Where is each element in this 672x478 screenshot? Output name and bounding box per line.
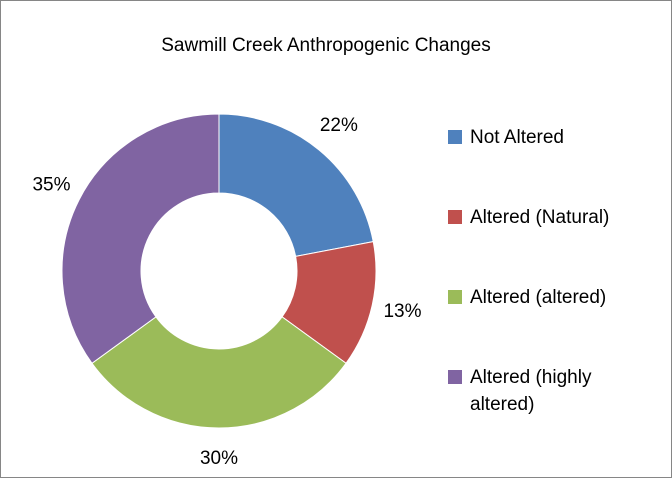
legend-label: Altered (Natural): [470, 207, 610, 228]
legend-swatch: [448, 370, 462, 384]
legend-item: Altered (highly altered): [448, 364, 648, 418]
slice: [91, 316, 347, 429]
data-label: 22%: [320, 115, 358, 136]
legend-label: Altered (altered): [470, 287, 607, 308]
data-label: 30%: [200, 448, 238, 469]
legend-swatch: [448, 290, 462, 304]
chart-title: Sawmill Creek Anthropogenic Changes: [161, 35, 491, 56]
legend-item: Altered (Natural): [448, 204, 648, 231]
legend-swatch: [448, 210, 462, 224]
legend-item: Not Altered: [448, 124, 648, 151]
slice: [61, 113, 220, 364]
data-label: 35%: [32, 175, 70, 196]
legend-swatch: [448, 130, 462, 144]
legend-label: Not Altered: [470, 127, 564, 148]
legend-label: Altered (highly altered): [470, 367, 592, 415]
data-label: 13%: [383, 301, 421, 322]
slice: [218, 113, 374, 257]
legend-item: Altered (altered): [448, 284, 648, 311]
